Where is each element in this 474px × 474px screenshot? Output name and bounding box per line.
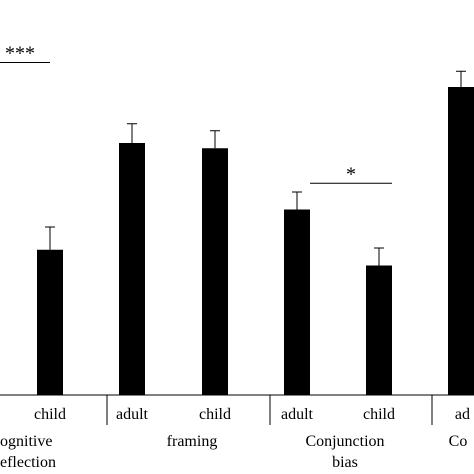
bar-1 [119,143,145,395]
significance-markers: **** [0,43,392,185]
bars-layer [37,87,474,395]
group-labels: ognitive eflection framing Conjunction bias C… [0,433,467,471]
error-bars-layer [45,70,466,266]
group-label-1-line-0: framing [167,433,218,450]
group-label-2-line-0: Conjunction [305,433,384,450]
group-label-2-line-1: bias [332,454,358,471]
group-label-0-line-1: eflection [0,454,56,471]
bar-3 [284,209,310,395]
significance-label-0: *** [5,43,35,65]
category-label-1: adult [116,406,149,423]
bar-4 [366,265,392,395]
group-label-3-line-0: Co [449,433,468,450]
category-label-4: child [363,406,395,423]
bar-0 [37,249,63,395]
category-labels: child adult child adult child ad [34,406,470,423]
category-label-3: adult [281,406,314,423]
bar-5 [448,87,474,395]
significance-label-1: * [346,163,356,185]
group-label-0-line-0: ognitive [0,433,52,450]
category-label-5: ad [455,406,470,423]
category-dividers [106,395,433,425]
category-label-2: child [199,406,231,423]
category-label-0: child [34,406,66,423]
bar-2 [202,148,228,395]
